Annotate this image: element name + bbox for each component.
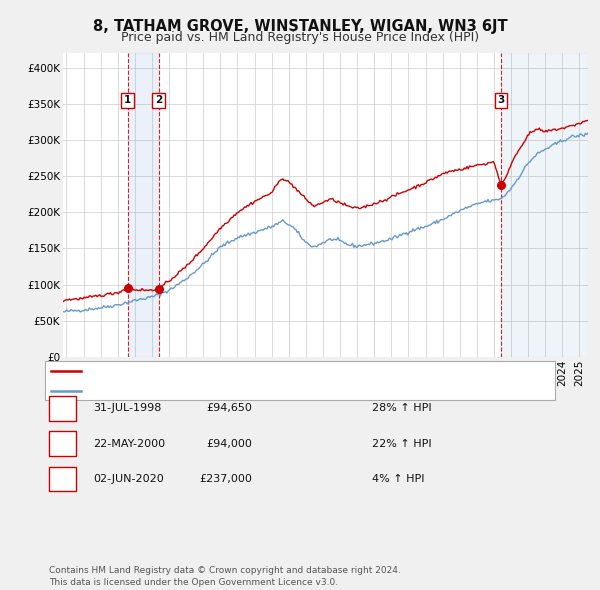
Text: 3: 3: [497, 95, 505, 105]
Bar: [501, 53, 588, 357]
Text: £94,000: £94,000: [206, 439, 252, 448]
Text: Contains HM Land Registry data © Crown copyright and database right 2024.
This d: Contains HM Land Registry data © Crown c…: [49, 566, 401, 587]
Text: 31-JUL-1998: 31-JUL-1998: [93, 404, 161, 413]
Text: 2: 2: [59, 439, 66, 448]
Text: 8, TATHAM GROVE, WINSTANLEY, WIGAN, WN3 6JT (detached house): 8, TATHAM GROVE, WINSTANLEY, WIGAN, WN3 …: [84, 366, 466, 375]
Text: 1: 1: [59, 404, 66, 413]
Text: 02-JUN-2020: 02-JUN-2020: [93, 474, 164, 484]
Text: £237,000: £237,000: [199, 474, 252, 484]
Text: 22% ↑ HPI: 22% ↑ HPI: [372, 439, 431, 448]
Bar: [128, 53, 158, 357]
Text: 3: 3: [59, 474, 66, 484]
Text: 8, TATHAM GROVE, WINSTANLEY, WIGAN, WN3 6JT: 8, TATHAM GROVE, WINSTANLEY, WIGAN, WN3 …: [92, 19, 508, 34]
Text: 28% ↑ HPI: 28% ↑ HPI: [372, 404, 431, 413]
Text: £94,650: £94,650: [206, 404, 252, 413]
Text: Price paid vs. HM Land Registry's House Price Index (HPI): Price paid vs. HM Land Registry's House …: [121, 31, 479, 44]
Text: 2: 2: [155, 95, 162, 105]
Text: 1: 1: [124, 95, 131, 105]
Text: HPI: Average price, detached house, Wigan: HPI: Average price, detached house, Wiga…: [84, 386, 325, 395]
Text: 22-MAY-2000: 22-MAY-2000: [93, 439, 165, 448]
Text: 4% ↑ HPI: 4% ↑ HPI: [372, 474, 425, 484]
